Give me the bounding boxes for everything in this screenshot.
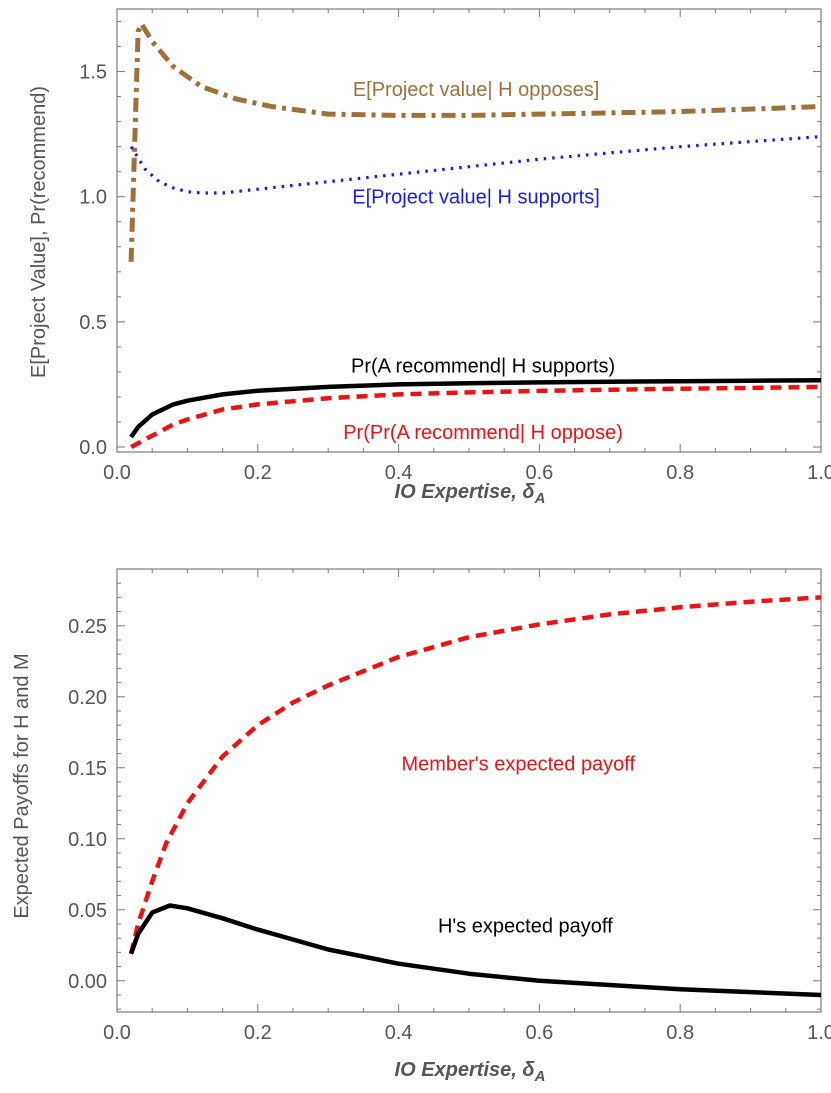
top-annotation-0: E[Project value| H opposes] xyxy=(353,79,599,101)
top-y-tick-label: 1.0 xyxy=(79,187,107,209)
bottom-y-tick-label: 0.25 xyxy=(68,616,107,638)
bottom-annotation-0: Member's expected payoff xyxy=(401,754,635,776)
top-annotation-3: Pr(Pr(A recommend| H oppose) xyxy=(343,422,623,444)
top-chart-series xyxy=(128,21,822,449)
top-y-tick-label: 1.5 xyxy=(79,62,107,84)
bottom-x-tick-label: 0.4 xyxy=(385,1022,413,1044)
top-x-tick-label: 0.6 xyxy=(525,462,553,484)
top-x-axis-label: IO Expertise, δA xyxy=(395,481,546,507)
top-x-tick-label: 0.8 xyxy=(666,462,694,484)
bottom-series-line-0 xyxy=(128,595,822,955)
top-chart-annotations: E[Project value| H opposes] E[Project val… xyxy=(343,79,623,444)
bottom-y-tick-label: 0.15 xyxy=(68,758,107,780)
bottom-plot-frame xyxy=(116,568,822,1013)
bottom-x-axis-label-subscript: A xyxy=(534,1068,546,1085)
top-y-tick-label: 0.5 xyxy=(79,312,107,334)
bottom-annotation-1: H's expected payoff xyxy=(438,915,613,937)
bottom-y-axis-label: Expected Payoffs for H and M xyxy=(11,653,33,918)
bottom-series-line-1 xyxy=(128,903,822,998)
top-x-tick-label: 0.0 xyxy=(103,462,131,484)
top-series-line-2 xyxy=(129,377,822,439)
top-x-tick-label: 0.4 xyxy=(385,462,413,484)
top-y-tick-label: 0.0 xyxy=(79,437,107,459)
bottom-chart-annotations: Member's expected payoff H's expected pay… xyxy=(401,754,635,938)
bottom-y-tick-label: 0.00 xyxy=(68,971,107,993)
top-axis-ticks: 0.0 0.2 0.4 0.6 0.8 1.0 0.0 0.5 1.0 1.5 xyxy=(79,9,831,484)
top-annotation-1: E[Project value| H supports] xyxy=(352,187,600,209)
bottom-x-axis-label: IO Expertise, δA xyxy=(395,1059,546,1085)
top-annotation-2: Pr(A recommend| H supports) xyxy=(351,356,615,378)
top-x-tick-label: 1.0 xyxy=(807,462,831,484)
bottom-axis-ticks: 0.0 0.2 0.4 0.6 0.8 1.0 0.00 0.05 0.10 0.15 0.20 0.… xyxy=(68,568,831,1044)
bottom-x-tick-label: 1.0 xyxy=(807,1022,831,1044)
top-y-axis-label: E[Project Value], Pr(recommend) xyxy=(28,86,50,378)
bottom-y-tick-label: 0.20 xyxy=(68,687,107,709)
bottom-chart: 0.0 0.2 0.4 0.6 0.8 1.0 0.00 0.05 0.10 0.15 0.20 0.… xyxy=(11,568,831,1085)
bottom-x-tick-label: 0.8 xyxy=(666,1022,694,1044)
top-series-line-1 xyxy=(129,135,822,195)
top-x-axis-label-subscript: A xyxy=(534,490,546,507)
bottom-x-tick-label: 0.6 xyxy=(525,1022,553,1044)
top-plot-frame xyxy=(116,8,822,453)
bottom-y-tick-label: 0.05 xyxy=(68,900,107,922)
top-x-tick-label: 0.2 xyxy=(244,462,272,484)
top-x-axis-label-main: IO Expertise, δ xyxy=(395,481,536,503)
top-chart: 0.0 0.2 0.4 0.6 0.8 1.0 0.0 0.5 1.0 1.5 E[Project… xyxy=(28,8,831,507)
top-series-line-0 xyxy=(128,21,822,262)
top-series-line-3 xyxy=(130,384,822,449)
bottom-chart-series xyxy=(128,595,822,998)
bottom-x-axis-label-main: IO Expertise, δ xyxy=(395,1059,536,1081)
bottom-y-tick-label: 0.10 xyxy=(68,829,107,851)
bottom-x-tick-label: 0.0 xyxy=(103,1022,131,1044)
bottom-x-tick-label: 0.2 xyxy=(244,1022,272,1044)
